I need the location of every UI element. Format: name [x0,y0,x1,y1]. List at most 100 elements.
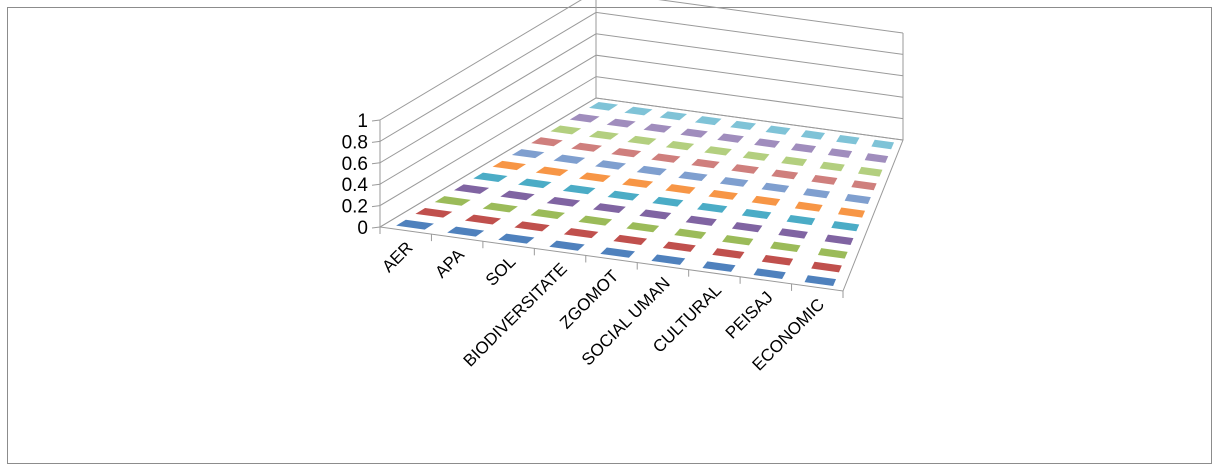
bar-top-face [611,148,642,158]
bar [578,215,613,226]
bar-top-face [511,149,545,159]
bar-top-face [824,234,854,245]
bar [803,188,831,199]
bar-top-face [678,171,708,182]
y-tick-mark [371,205,381,208]
bar-top-face [578,215,613,226]
bar [837,207,866,218]
bar-top-face [665,184,696,194]
bar-top-face [500,190,535,201]
bar [415,207,453,218]
bar-top-face [643,123,672,133]
bar [831,221,860,232]
bar [781,156,808,167]
bar-top-face [651,153,681,163]
bar-top-face [518,178,552,189]
bar-top-face [742,151,770,161]
bar-top-face [588,130,619,140]
bar-top-face [636,165,667,176]
bar [790,143,817,153]
bar-top-face [549,240,585,251]
bar [652,196,684,207]
bar-top-face [627,135,657,145]
bar-top-face [837,207,866,218]
bar [864,153,889,163]
bar [511,149,545,159]
bar [588,130,619,140]
bar-top-face [765,125,791,135]
bar-top-face [712,248,745,259]
bar [600,247,635,258]
bar [697,202,728,213]
bar [817,248,848,259]
bar-top-face [858,166,883,177]
y-tick-mark [371,140,381,143]
bar-top-face [781,156,808,167]
bar [613,234,648,246]
bar-top-face [770,241,801,253]
bar-top-face [535,166,569,177]
bar [708,190,738,200]
bar-top-face [704,146,732,156]
bar [550,125,582,135]
bar [569,113,600,123]
bar-top-face [550,125,582,135]
bar-top-face [595,160,626,170]
bar-top-face [396,219,434,230]
bar-top-face [652,196,684,207]
bar-top-face [639,209,672,220]
bar-top-face [464,214,502,225]
bar [786,215,816,226]
bar [719,177,749,187]
bar [844,193,871,204]
bar [678,171,708,182]
bar [636,165,667,176]
bar [691,158,720,169]
bar [665,184,696,194]
y-axis-ticks: 00.20.40.60.81 [342,111,381,239]
bar-top-face [553,154,586,164]
bar-top-face [694,116,722,126]
bar-top-face [691,158,720,169]
bar-top-face [473,172,508,182]
bar [702,261,736,272]
bar [674,228,707,239]
bar [592,203,626,214]
bar-top-face [434,196,471,206]
bar-top-face [680,128,708,138]
y-tick-label: 0.8 [342,132,368,153]
bar-top-face [761,182,790,193]
bar [771,169,799,180]
y-tick-mark [371,226,381,229]
y-tick-mark [371,119,381,122]
bar-top-face [659,111,688,121]
bar-top-face [415,207,453,218]
bar-top-face [447,226,485,237]
bar [851,180,877,191]
bar-top-face [871,139,895,150]
bar-top-face [702,261,736,272]
bar-top-face [778,228,808,239]
bar-top-face [717,133,744,143]
bar-top-face [624,106,653,116]
bar-top-face [836,135,860,145]
bar [531,137,563,147]
bar [665,141,695,151]
bar [804,275,837,287]
bar-top-face [741,208,772,219]
bar-top-face [530,209,565,219]
bar-top-face [851,180,877,191]
bar [530,209,565,219]
bar-top-face [607,190,640,201]
bar [595,160,626,170]
bar [626,222,660,233]
bar-top-face [864,153,889,163]
bar-top-face [731,164,759,174]
bar-top-face [804,275,837,287]
bar-top-face [569,113,600,123]
bar-top-face [482,202,518,213]
bar [651,254,686,265]
bar [622,178,654,188]
bar [731,164,759,174]
